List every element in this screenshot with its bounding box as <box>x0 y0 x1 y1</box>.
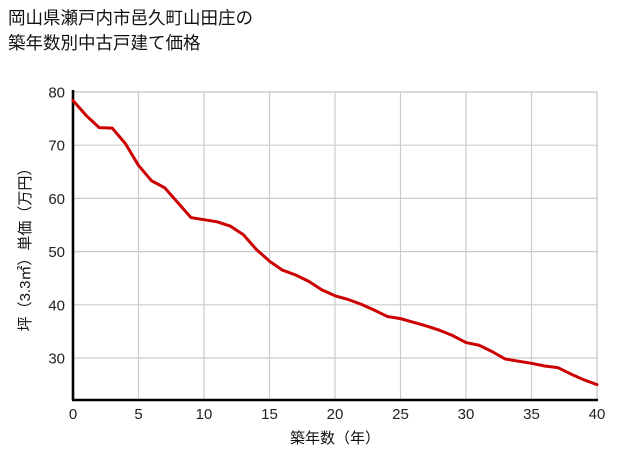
y-tick-label: 70 <box>48 138 65 155</box>
x-tick-label: 40 <box>589 406 606 423</box>
x-tick-label: 0 <box>69 406 77 423</box>
x-axis-title: 築年数（年） <box>290 429 380 447</box>
axis-titles: 築年数（年） 坪（3.3㎡）単価（万円） <box>17 161 380 447</box>
y-tick-label: 50 <box>48 244 65 261</box>
x-tick-label: 5 <box>134 406 142 423</box>
x-tick-label: 20 <box>327 406 344 423</box>
x-tick-label: 30 <box>458 406 475 423</box>
x-tick-label: 35 <box>523 406 540 423</box>
x-tick-label: 10 <box>196 406 213 423</box>
y-tick-label: 80 <box>48 85 65 102</box>
series-line <box>71 99 599 387</box>
y-tick-label: 30 <box>48 351 65 368</box>
x-tick-label: 15 <box>261 406 278 423</box>
y-tick-label: 40 <box>48 297 65 314</box>
data-series-line <box>71 99 599 387</box>
axis-tick-labels: 30 40 50 60 70 80 0 5 10 15 20 25 30 35 40 <box>48 85 605 424</box>
page-title: 岡山県瀬戸内市邑久町山田庄の 築年数別中古戸建て価格 <box>8 8 253 53</box>
axis-lines <box>71 90 598 402</box>
y-axis-title: 坪（3.3㎡）単価（万円） <box>17 161 34 332</box>
grid-lines <box>73 91 598 400</box>
y-tick-label: 60 <box>48 191 65 208</box>
x-tick-label: 25 <box>392 406 409 423</box>
